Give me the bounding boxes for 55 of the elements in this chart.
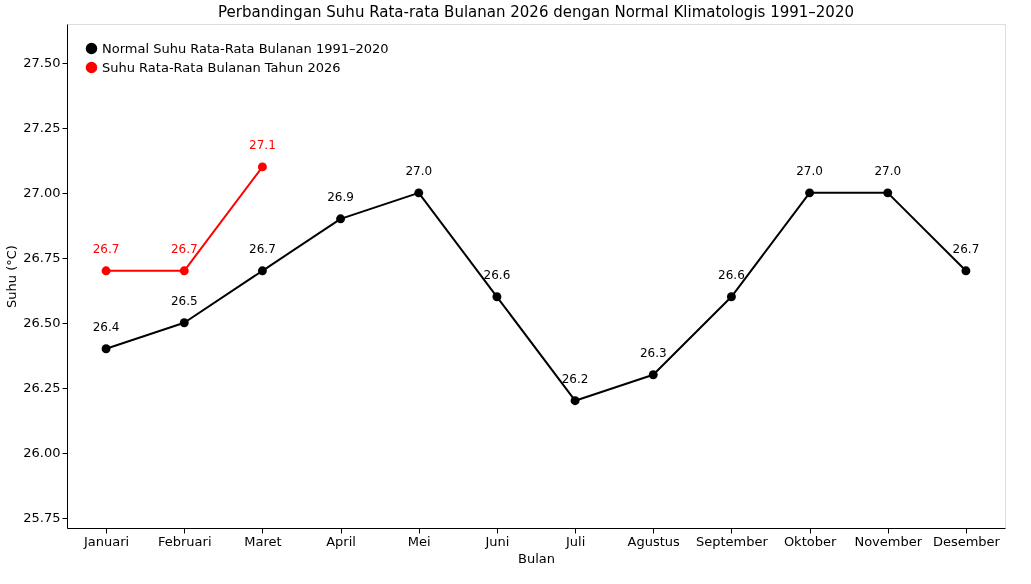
point <box>805 188 815 198</box>
legend-label: Suhu Rata-Rata Bulanan Tahun 2026 <box>102 59 341 75</box>
data-label: 27.0 <box>405 163 433 178</box>
y-tick-label: 26.00 <box>23 445 61 461</box>
point <box>336 214 346 224</box>
x-axis-title: Bulan <box>518 550 555 566</box>
x-tick-label: Maret <box>244 533 282 549</box>
data-label: 26.7 <box>249 241 276 256</box>
point <box>570 396 580 406</box>
data-label: 26.4 <box>92 319 120 334</box>
x-tick-label: Agustus <box>627 533 681 549</box>
data-label: 27.0 <box>796 163 823 178</box>
x-tick-label: Juli <box>564 533 586 549</box>
data-label: 27.1 <box>249 137 276 152</box>
y-axis-title: Suhu (°C) <box>4 245 20 308</box>
chart-title: Perbandingan Suhu Rata-rata Bulanan 2026 dengan Normal Klimatologis 1991–2020 <box>218 3 854 21</box>
x-tick-label: Mei <box>407 533 431 549</box>
data-label: 26.2 <box>561 371 589 386</box>
data-label: 26.3 <box>639 345 667 360</box>
data-label: 26.6 <box>483 267 511 282</box>
x-tick-label: April <box>326 533 356 549</box>
point <box>726 292 736 302</box>
data-label: 26.7 <box>170 241 198 256</box>
x-tick-label: November <box>854 533 923 549</box>
point <box>257 162 267 172</box>
point <box>648 370 658 380</box>
y-tick-label: 26.25 <box>23 380 61 396</box>
x-tick-label: Januari <box>82 533 130 549</box>
y-tick-label: 26.50 <box>23 315 61 331</box>
x-tick-label: September <box>695 533 769 549</box>
point <box>179 266 189 276</box>
point <box>883 188 893 198</box>
x-tick-label: Februari <box>157 533 212 549</box>
legend-label: Normal Suhu Rata-Rata Bulanan 1991–2020 <box>102 40 389 56</box>
data-label: 27.0 <box>874 163 902 178</box>
y-tick-label: 27.25 <box>23 120 61 136</box>
point <box>961 266 971 276</box>
point <box>414 188 424 198</box>
data-label: 26.6 <box>718 267 745 282</box>
point <box>179 318 189 328</box>
y-tick-label: 27.00 <box>23 185 61 201</box>
data-label: 26.7 <box>952 241 980 256</box>
data-label: 26.9 <box>327 189 354 204</box>
y-tick-label: 26.75 <box>23 250 61 266</box>
point <box>257 266 267 276</box>
x-tick-label: Desember <box>932 533 1001 549</box>
data-label: 26.7 <box>92 241 120 256</box>
point <box>101 344 111 354</box>
y-tick-label: 25.75 <box>23 510 61 526</box>
point <box>101 266 111 276</box>
x-tick-label: Juni <box>484 533 510 549</box>
y-tick-label: 27.50 <box>23 55 61 71</box>
point <box>492 292 502 302</box>
x-tick-label: Oktober <box>783 533 837 549</box>
data-label: 26.5 <box>170 293 198 308</box>
